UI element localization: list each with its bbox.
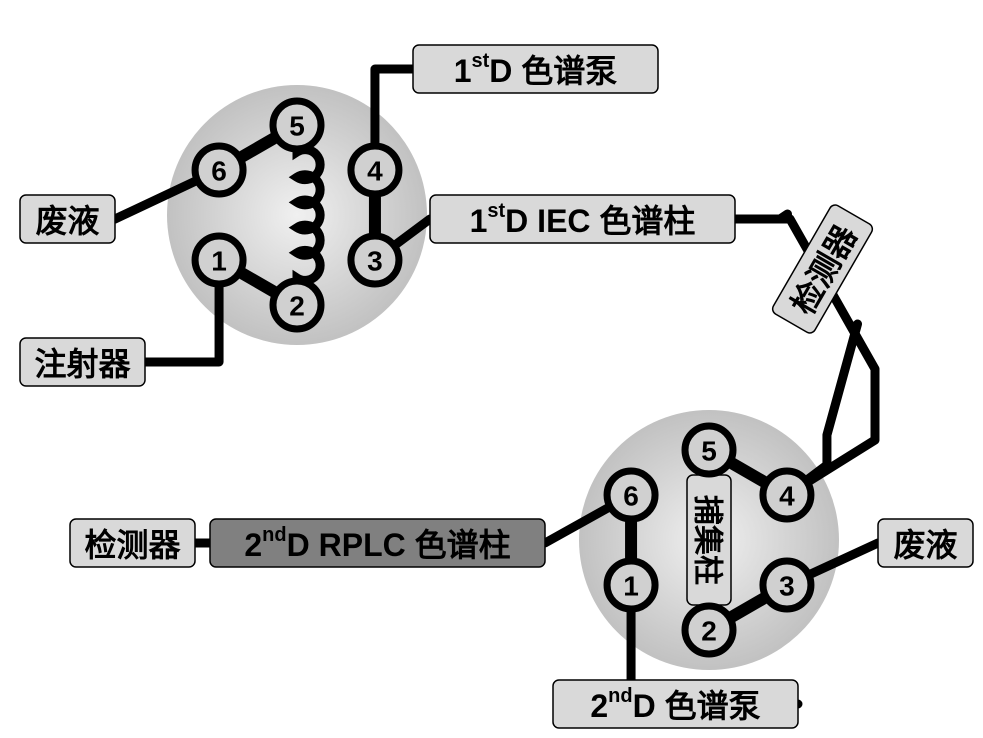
svg-text:捕集柱: 捕集柱	[691, 495, 724, 585]
svg-text:5: 5	[289, 111, 305, 142]
svg-text:3: 3	[779, 571, 795, 602]
svg-text:6: 6	[211, 156, 227, 187]
label-column2: 2ndD RPLC 色谱柱	[210, 519, 545, 567]
label-trap-column: 捕集柱	[687, 475, 731, 605]
valve1-port-4: 4	[351, 146, 399, 194]
valve2-port-6: 6	[607, 471, 655, 519]
label-pump2: 2ndD 色谱泵	[553, 680, 798, 728]
svg-text:废液: 废液	[35, 203, 99, 239]
svg-text:注射器: 注射器	[34, 346, 131, 382]
svg-text:废液: 废液	[893, 527, 957, 563]
valve2-port-4: 4	[763, 471, 811, 519]
label-waste2: 废液	[878, 519, 973, 567]
svg-text:1: 1	[211, 246, 227, 277]
label-injector: 注射器	[20, 338, 145, 386]
svg-text:6: 6	[623, 481, 639, 512]
label-column1: 1stD IEC 色谱柱	[430, 195, 735, 243]
valve2-port-5: 5	[685, 426, 733, 474]
valve1-port-5: 5	[273, 101, 321, 149]
valve1-port-2: 2	[273, 281, 321, 329]
valve1-port-6: 6	[195, 146, 243, 194]
svg-text:3: 3	[367, 246, 383, 277]
valve2-port-1: 1	[607, 561, 655, 609]
svg-text:2: 2	[701, 616, 717, 647]
flow-diagram: 1stD 色谱泵1stD IEC 色谱柱废液注射器检测器检测器2ndD RPLC…	[0, 0, 983, 738]
label-detector2: 检测器	[70, 519, 195, 567]
valve2-port-2: 2	[685, 606, 733, 654]
svg-text:检测器: 检测器	[84, 527, 181, 563]
label-waste1: 废液	[20, 195, 115, 243]
svg-text:1: 1	[623, 571, 639, 602]
svg-text:4: 4	[779, 481, 795, 512]
valve2-port-3: 3	[763, 561, 811, 609]
valve1-port-1: 1	[195, 236, 243, 284]
svg-text:4: 4	[367, 156, 383, 187]
svg-text:5: 5	[701, 436, 717, 467]
svg-text:2: 2	[289, 291, 305, 322]
valve1-port-3: 3	[351, 236, 399, 284]
label-pump1: 1stD 色谱泵	[413, 45, 658, 93]
